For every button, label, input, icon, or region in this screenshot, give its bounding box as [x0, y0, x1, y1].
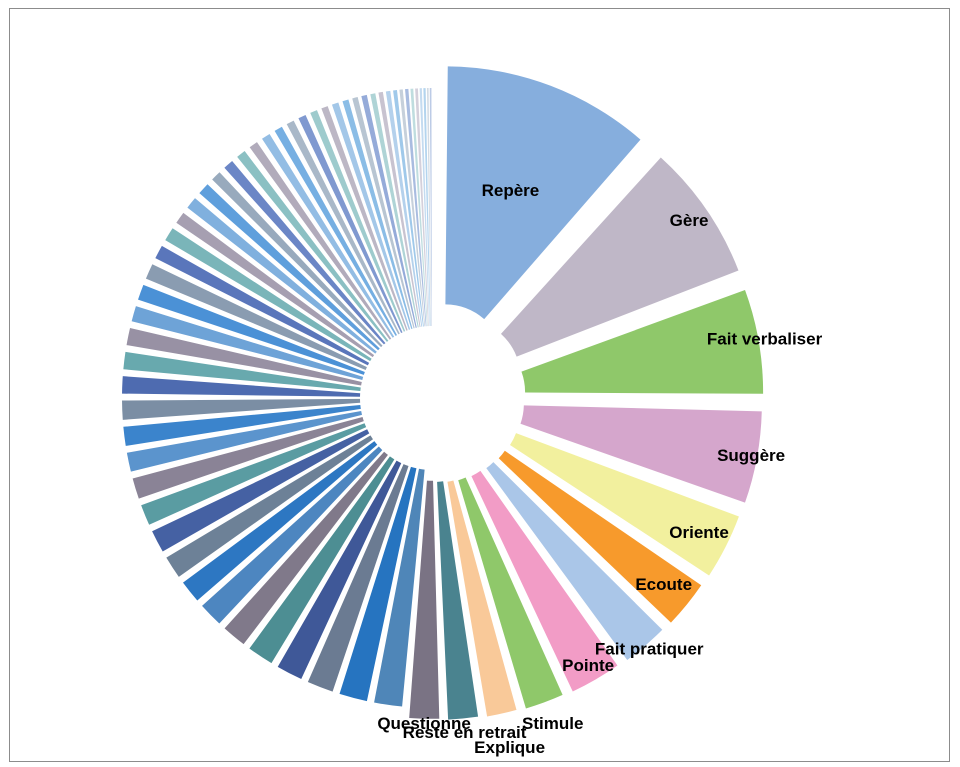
slice-unlabeled: [399, 89, 426, 327]
slice-unlabeled: [419, 88, 430, 327]
slice-unlabeled: [331, 102, 411, 330]
slice-sugg-re: [520, 405, 762, 503]
slice-unlabeled: [202, 446, 383, 624]
label-explique: Explique: [474, 738, 545, 757]
slice-unlabeled: [126, 327, 362, 386]
slice-unlabeled: [277, 460, 402, 680]
slice-fait-verbaliser: [521, 290, 764, 394]
slice-unlabeled: [321, 106, 408, 331]
label-sugg-re: Suggère: [717, 446, 785, 465]
slice-unlabeled: [298, 114, 403, 333]
label-questionne: Questionne: [377, 714, 471, 733]
slice-labels: Repère Gère Fait verbaliser Suggère Oriente E…: [377, 181, 822, 757]
slice-fait-pratiquer: [486, 462, 663, 660]
label-reste-en-retrait: Reste en retrait: [403, 723, 527, 742]
slice-unlabeled: [152, 429, 370, 552]
label-fait-verbaliser: Fait verbaliser: [707, 330, 823, 349]
slice-unlabeled: [393, 89, 424, 327]
slice-unlabeled: [224, 161, 386, 345]
slice-ecoute: [498, 450, 702, 623]
label-ecoute: Ecoute: [635, 575, 692, 594]
slice-unlabeled: [122, 398, 361, 420]
slice-unlabeled: [361, 94, 417, 328]
slice-unlabeled: [410, 88, 428, 327]
slice-explique: [447, 480, 517, 717]
slice-unlabeled: [122, 376, 361, 397]
pie-slices: [122, 66, 764, 720]
slice-unlabeled: [132, 417, 364, 499]
slice-unlabeled: [123, 351, 361, 392]
label-stimule: Stimule: [522, 714, 583, 733]
slice-oriente: [510, 433, 739, 576]
slice-stimule: [458, 477, 563, 709]
slice-unlabeled: [339, 466, 417, 702]
slice-unlabeled: [176, 212, 375, 358]
slice-pointe: [471, 470, 618, 692]
slice-unlabeled: [249, 456, 395, 664]
slice-unlabeled: [212, 172, 383, 348]
slice-unlabeled: [385, 90, 423, 327]
slice-unlabeled: [378, 91, 421, 328]
slice-unlabeled: [249, 142, 392, 340]
slice-unlabeled: [274, 126, 398, 336]
label-fait-pratiquer: Fait pratiquer: [595, 640, 704, 659]
label-pointe: Pointe: [562, 656, 614, 675]
slice-unlabeled: [307, 464, 409, 692]
slice-questionne: [409, 480, 440, 719]
slice-unlabeled: [187, 198, 377, 354]
slice-unlabeled: [415, 88, 429, 327]
slice-unlabeled: [199, 184, 380, 351]
slice-unlabeled: [166, 435, 373, 577]
slice-unlabeled: [374, 468, 425, 707]
slice-unlabeled: [237, 151, 389, 342]
slice-g-re: [500, 157, 739, 357]
slice-unlabeled: [182, 441, 378, 601]
slice-unlabeled: [155, 245, 370, 366]
label-g-re: Gère: [670, 211, 709, 230]
slice-unlabeled: [352, 97, 415, 329]
label-oriente: Oriente: [669, 523, 729, 542]
slice-unlabeled: [224, 451, 388, 645]
slice-unlabeled: [141, 423, 367, 525]
slice-unlabeled: [145, 264, 367, 371]
slice-unlabeled: [370, 93, 419, 328]
slice-unlabeled: [286, 120, 400, 335]
label-rep-re: Repère: [482, 181, 540, 200]
slice-unlabeled: [426, 88, 432, 327]
slice-unlabeled: [126, 411, 362, 472]
slice-reste-en-retrait: [437, 481, 479, 720]
slice-unlabeled: [165, 228, 372, 362]
slice-unlabeled: [123, 404, 361, 446]
slice-unlabeled: [423, 88, 431, 327]
slice-unlabeled: [405, 88, 427, 327]
slice-unlabeled: [131, 306, 364, 380]
slice-unlabeled: [138, 284, 365, 375]
slice-unlabeled: [429, 88, 432, 327]
slice-unlabeled: [262, 133, 395, 338]
slice-rep-re: [445, 66, 641, 320]
slice-unlabeled: [310, 110, 406, 332]
slice-unlabeled: [342, 99, 413, 330]
